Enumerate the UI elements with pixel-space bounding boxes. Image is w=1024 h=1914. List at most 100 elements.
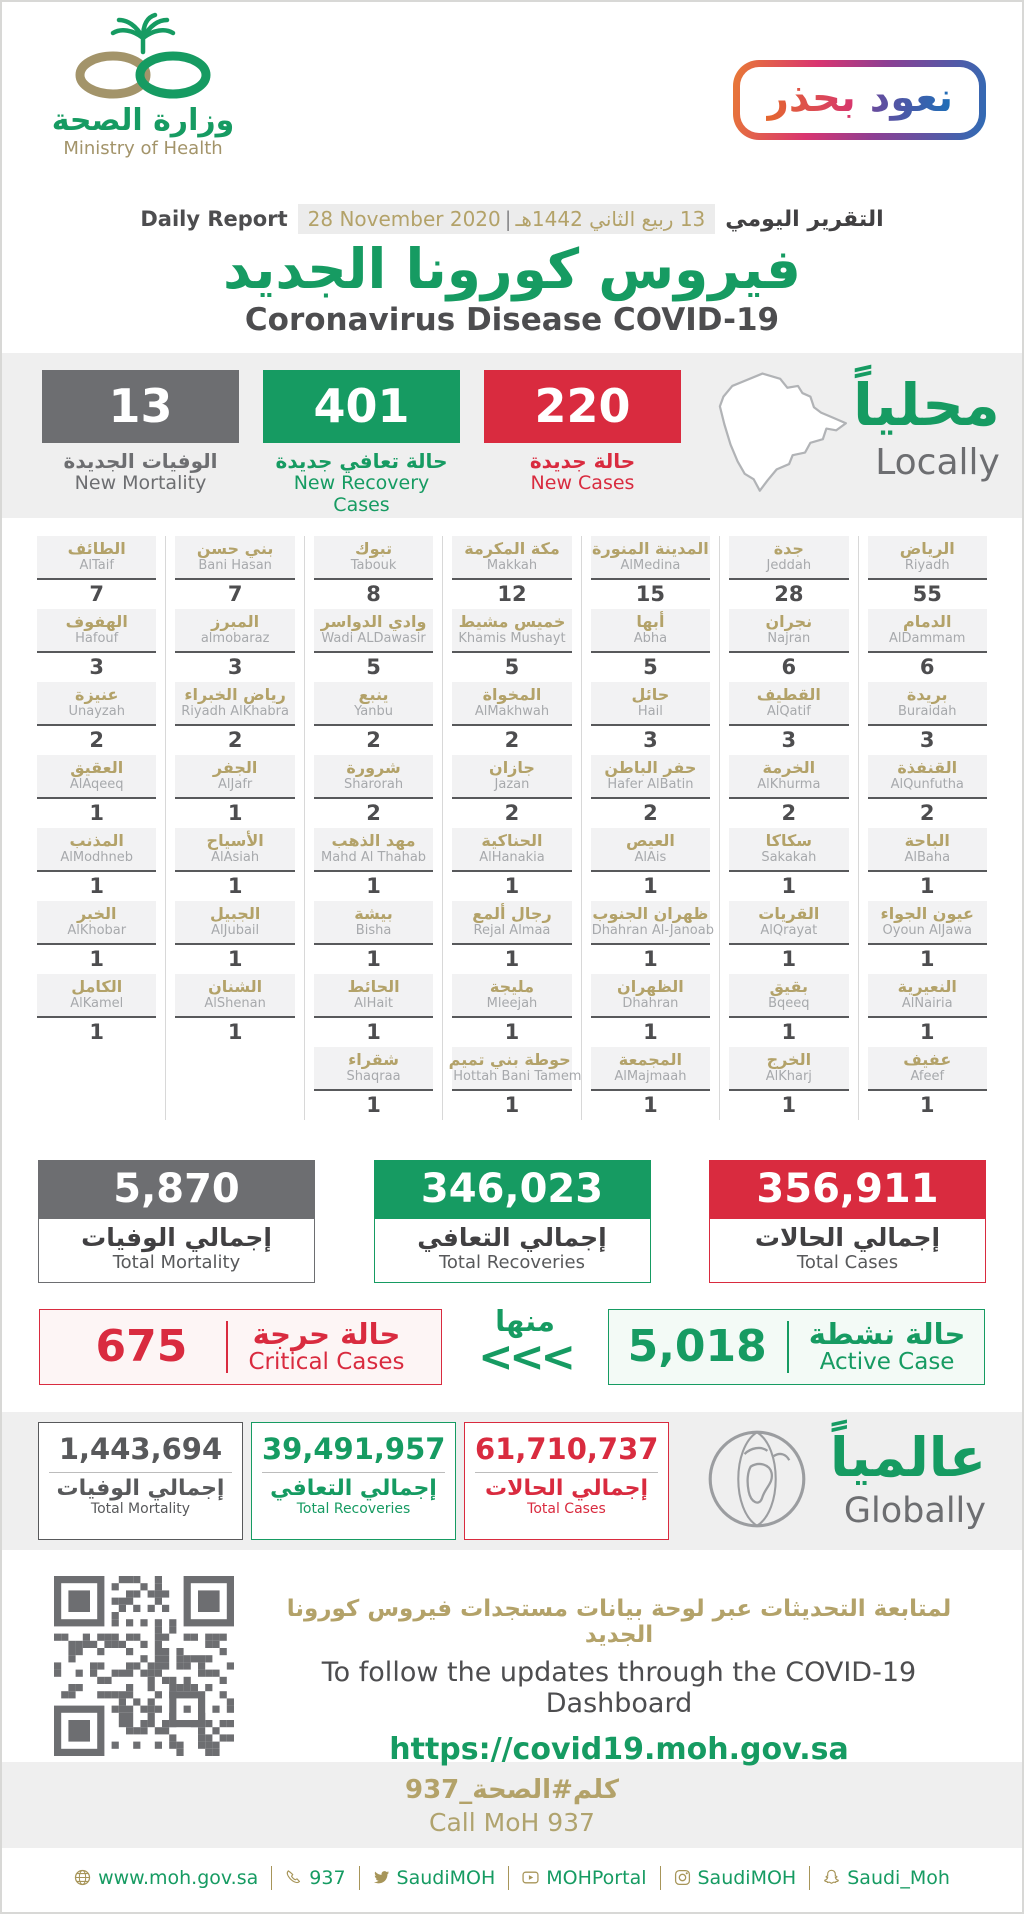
call-moh-label-en: Call MoH 937 — [429, 1807, 595, 1837]
city-cell: الظهران Dhahran 1 — [590, 973, 711, 1047]
city-new-cases-count: 1 — [227, 800, 243, 825]
city-name-arabic: عنيزة — [75, 684, 119, 704]
footer-link-separator — [508, 1865, 510, 1890]
globe-icon — [74, 1869, 91, 1886]
city-name-english: Unayzah — [68, 703, 125, 719]
city-name-arabic: الطائف — [67, 538, 126, 558]
city-name-arabic: تبوك — [354, 538, 393, 558]
city-name-english: AlAis — [634, 849, 667, 865]
city-new-cases-count: 1 — [643, 946, 658, 971]
globally-heading: عالمياً Globally — [830, 1430, 986, 1531]
city-cell: الدمام AlDammam 6 — [867, 608, 987, 682]
active-cases-box: 5,018 حالة نشطة Active Case — [608, 1308, 985, 1385]
city-cell: النعيرية AlNairia 1 — [867, 973, 987, 1047]
city-name-english: Sakakah — [761, 849, 817, 865]
city-new-cases-count: 2 — [89, 727, 105, 752]
city-name-box: الرياض Riyadh — [867, 535, 987, 580]
city-cell: شقراء Shaqraa 1 — [313, 1046, 434, 1120]
city-name-arabic: خميس مشيط — [458, 611, 566, 631]
local-stat-label-ar: الوفيات الجديدة — [63, 448, 218, 473]
global-stat-label-en: Total Mortality — [90, 1501, 191, 1518]
dashboard-url-link[interactable]: https://covid19.moh.gov.sa — [389, 1731, 849, 1767]
footer-link-label: SaudiMOH — [697, 1866, 797, 1889]
city-cell: بريدة Buraidah 3 — [867, 681, 987, 755]
city-cell: رياض الخبراء Riyadh AlKhabra 2 — [175, 681, 295, 755]
city-name-arabic: جازان — [489, 757, 535, 777]
footer-link-separator — [809, 1865, 811, 1890]
city-name-english: Shaqraa — [346, 1068, 401, 1084]
city-name-english: AlKamel — [70, 995, 124, 1011]
critical-cases-label-ar: حالة حرجة — [252, 1317, 401, 1352]
city-name-box: المخواة AlMakhwah — [452, 681, 572, 726]
footer-link-instagram[interactable]: SaudiMOH — [661, 1867, 810, 1889]
city-name-arabic: سكاكا — [765, 830, 812, 850]
city-name-box: خميس مشيط Khamis Mushayt — [452, 608, 572, 653]
footer-link-separator — [358, 1865, 360, 1890]
footer-link-phone[interactable]: 937 — [272, 1867, 358, 1889]
city-new-cases-count: 5 — [643, 654, 658, 679]
city-cell: حفر الباطن Hafer AlBatin 2 — [590, 754, 711, 828]
city-name-english: AlQunfutha — [890, 776, 964, 792]
city-name-english: Hafouf — [75, 630, 119, 646]
logo-english-name: Ministry of Health — [63, 138, 223, 159]
city-name-box: الحناكية AlHanakia — [452, 827, 572, 872]
city-new-cases-count: 6 — [781, 654, 797, 679]
total-label-ar: إجمالي الحالات — [754, 1222, 941, 1252]
city-new-cases-count: 1 — [781, 873, 797, 898]
city-new-cases-count: 6 — [919, 654, 935, 679]
local-stat-value: 13 — [42, 369, 239, 443]
locally-heading-ar: محلياً — [853, 370, 1000, 439]
city-name-arabic: الباحة — [904, 830, 950, 850]
city-name-arabic: العيص — [625, 830, 675, 850]
global-stat-box: 61,710,737 إجمالي الحالات Total Cases — [464, 1421, 669, 1540]
city-name-arabic: الخرج — [766, 1049, 812, 1069]
city-cell: الخبر AlKhobar 1 — [37, 900, 157, 974]
city-name-arabic: حوطة بني تميم — [448, 1049, 571, 1069]
city-cell: خميس مشيط Khamis Mushayt 5 — [452, 608, 572, 682]
city-cell: بني حسن Bani Hasan 7 — [175, 535, 295, 609]
city-name-box: مكة المكرمة Makkah — [452, 535, 572, 580]
city-name-box: بريدة Buraidah — [867, 681, 987, 726]
city-name-english: Makkah — [486, 557, 538, 573]
city-name-english: Jeddah — [766, 557, 812, 573]
footer-link-snapchat[interactable]: Saudi_Moh — [810, 1867, 963, 1889]
city-cell: شرورة Sharorah 2 — [313, 754, 434, 828]
city-name-box: القنفذة AlQunfutha — [867, 754, 987, 799]
footer-link-globe[interactable]: www.moh.gov.sa — [61, 1867, 271, 1889]
city-column-4: مكة المكرمة Makkah 12 خميس مشيط Khamis Musha… — [442, 535, 581, 1120]
city-new-cases-count: 1 — [89, 946, 105, 971]
city-new-cases-count: 1 — [366, 946, 381, 971]
badge-word-second: بحذر — [765, 75, 856, 121]
city-name-arabic: المذنب — [69, 830, 124, 850]
local-stat-value: 401 — [263, 369, 460, 443]
city-cell: عنيزة Unayzah 2 — [37, 681, 157, 755]
local-stat-block: 220 حالة جديدة New Cases — [484, 369, 681, 518]
qr-code — [54, 1575, 234, 1756]
city-new-cases-count: 1 — [919, 1019, 935, 1044]
city-name-arabic: المبرز — [211, 611, 260, 631]
city-name-english: Bqeeq — [768, 995, 810, 1011]
city-name-arabic: وادي الدواسر — [320, 611, 427, 631]
total-labels: إجمالي التعافي Total Recoveries — [373, 1218, 651, 1283]
page-title-english: Coronavirus Disease COVID-19 — [244, 301, 780, 338]
city-name-english: AlModhneb — [60, 849, 134, 865]
city-name-arabic: عيون الجواء — [880, 903, 974, 923]
city-name-english: AlMajmaah — [614, 1068, 687, 1084]
footer-link-youtube[interactable]: MOHPortal — [509, 1867, 659, 1889]
footer-link-twitter[interactable]: SaudiMOH — [360, 1867, 509, 1889]
total-labels: إجمالي الوفيات Total Mortality — [38, 1218, 315, 1283]
city-cell: الحائط AlHait 1 — [313, 973, 434, 1047]
city-cell: القطيف AlQatif 3 — [729, 681, 849, 755]
city-cell: الرياض Riyadh 55 — [867, 535, 987, 609]
daily-report-label-en: Daily Report — [140, 207, 288, 231]
city-name-arabic: ظهران الجنوب — [592, 903, 709, 923]
global-stat-label-en: Total Cases — [527, 1501, 606, 1518]
city-cell: بيشة Bisha 1 — [313, 900, 434, 974]
city-name-box: القريات AlQrayat — [729, 900, 849, 945]
global-stat-box: 1,443,694 إجمالي الوفيات Total Mortality — [38, 1421, 243, 1540]
logo-arabic-name: وزارة الصحة — [51, 103, 235, 138]
global-stat-label-ar: إجمالي الوفيات — [56, 1475, 225, 1501]
globe-icon — [705, 1427, 809, 1535]
active-cases-labels: حالة نشطة Active Case — [809, 1319, 966, 1375]
city-name-box: الظهران Dhahran — [590, 973, 711, 1018]
